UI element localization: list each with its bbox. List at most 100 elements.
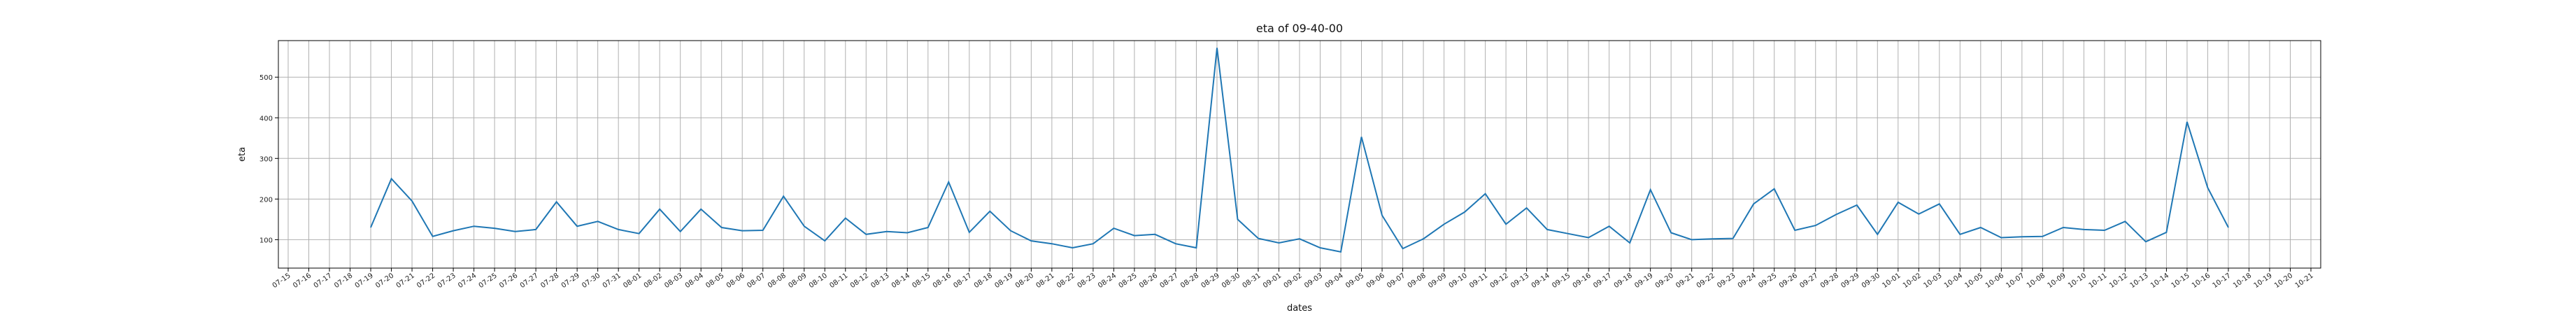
x-tick-label: 08-17 [952,272,973,290]
x-tick-label: 08-15 [911,272,932,290]
x-tick-label: 09-23 [1716,272,1737,290]
x-tick-label: 09-08 [1407,272,1428,290]
x-tick-label: 09-13 [1509,272,1530,290]
y-tick-label: 200 [259,196,273,204]
x-tick-label: 08-31 [1241,272,1262,290]
chart-title: eta of 09-40-00 [1256,22,1343,35]
x-tick-label: 10-18 [2232,272,2253,290]
x-tick-label: 08-02 [643,272,664,290]
x-tick-label: 08-20 [1014,272,1035,290]
x-tick-label: 09-26 [1778,272,1799,290]
x-tick-label: 07-19 [354,272,375,290]
x-tick-label: 10-09 [2046,272,2067,290]
x-tick-label: 09-16 [1572,272,1593,290]
x-tick-label: 10-19 [2253,272,2274,290]
x-tick-label: 07-28 [539,272,560,290]
x-tick-label: 09-20 [1654,272,1675,290]
x-tick-label: 08-26 [1138,272,1159,290]
x-tick-label: 07-15 [271,272,292,290]
x-tick-label: 08-28 [1179,272,1200,290]
x-tick-label: 10-20 [2273,272,2294,290]
x-tick-label: 08-22 [1055,272,1076,290]
x-tick-label: 08-06 [725,272,746,290]
x-tick-label: 09-17 [1592,272,1613,290]
x-tick-label: 07-21 [395,272,416,290]
x-tick-label: 10-04 [1943,272,1964,290]
x-tick-label: 09-21 [1674,272,1695,290]
x-tick-label: 09-14 [1530,272,1551,290]
grid-lines [278,41,2321,268]
x-tick-label: 07-24 [457,272,478,290]
x-tick-label: 07-31 [602,272,622,290]
y-tick-label: 300 [259,155,273,163]
x-tick-label: 07-27 [519,272,540,290]
x-tick-label: 09-25 [1757,272,1778,290]
y-axis: 100 200 300 400 500 [259,74,278,244]
x-tick-label: 09-18 [1613,272,1634,290]
x-tick-label: 08-24 [1097,272,1118,290]
x-tick-label: 10-15 [2170,272,2191,290]
x-tick-label: 08-04 [684,272,705,290]
x-tick-label: 08-13 [869,272,890,290]
x-tick-label: 08-07 [746,272,767,290]
y-tick-label: 400 [259,115,273,122]
x-axis: 07-15 07-16 07-17 07-18 07-19 07-20 07-21 07-22… [271,268,2315,290]
x-tick-label: 09-10 [1448,272,1469,290]
x-tick-label: 08-27 [1159,272,1180,290]
x-tick-label: 08-14 [890,272,911,290]
x-tick-label: 10-21 [2294,272,2315,290]
x-tick-label: 09-30 [1860,272,1881,290]
x-tick-label: 08-05 [704,272,725,290]
x-tick-label: 10-10 [2067,272,2088,290]
x-tick-label: 09-03 [1303,272,1324,290]
x-tick-label: 09-27 [1798,272,1819,290]
x-tick-label: 09-19 [1633,272,1654,290]
y-axis-label: eta [237,147,248,162]
x-tick-label: 08-25 [1118,272,1139,290]
x-tick-label: 10-11 [2088,272,2109,290]
x-tick-label: 10-02 [1902,272,1923,290]
x-tick-label: 08-23 [1076,272,1097,290]
x-tick-label: 07-16 [292,272,313,290]
x-tick-label: 09-11 [1468,272,1489,290]
x-tick-label: 10-08 [2026,272,2047,290]
x-tick-label: 09-07 [1386,272,1407,290]
y-tick-label: 500 [259,74,273,82]
x-tick-label: 09-15 [1551,272,1572,290]
x-tick-label: 10-05 [1963,272,1984,290]
x-tick-label: 08-19 [993,272,1014,290]
x-tick-label: 10-01 [1881,272,1902,290]
x-tick-label: 08-21 [1034,272,1055,290]
x-tick-label: 08-09 [787,272,808,290]
x-tick-label: 08-01 [622,272,643,290]
x-tick-label: 08-30 [1221,272,1241,290]
x-tick-label: 09-01 [1262,272,1283,290]
x-tick-label: 08-11 [828,272,849,290]
x-tick-label: 07-18 [333,272,354,290]
x-tick-label: 10-07 [2005,272,2026,290]
x-tick-label: 08-10 [808,272,829,290]
x-tick-label: 08-03 [663,272,684,290]
x-tick-label: 07-17 [313,272,334,290]
x-tick-label: 09-09 [1427,272,1448,290]
x-tick-label: 10-14 [2149,272,2170,290]
x-tick-label: 08-29 [1200,272,1221,290]
x-tick-label: 07-25 [478,272,499,290]
x-tick-label: 08-12 [849,272,870,290]
x-tick-label: 07-26 [498,272,519,290]
x-tick-label: 07-22 [415,272,436,290]
x-tick-label: 09-04 [1324,272,1345,290]
x-tick-label: 07-30 [581,272,602,290]
x-tick-label: 09-29 [1840,272,1860,290]
x-tick-label: 07-23 [436,272,457,290]
x-tick-label: 10-13 [2129,272,2150,290]
eta-series-line [370,48,2229,253]
x-axis-label: dates [1287,303,1312,314]
x-tick-label: 10-12 [2108,272,2129,290]
x-tick-label: 08-08 [767,272,788,290]
x-tick-label: 10-06 [1984,272,2005,290]
y-tick-label: 100 [259,237,273,244]
x-tick-label: 10-17 [2212,272,2233,290]
x-tick-label: 09-22 [1695,272,1716,290]
x-tick-label: 10-16 [2191,272,2212,290]
